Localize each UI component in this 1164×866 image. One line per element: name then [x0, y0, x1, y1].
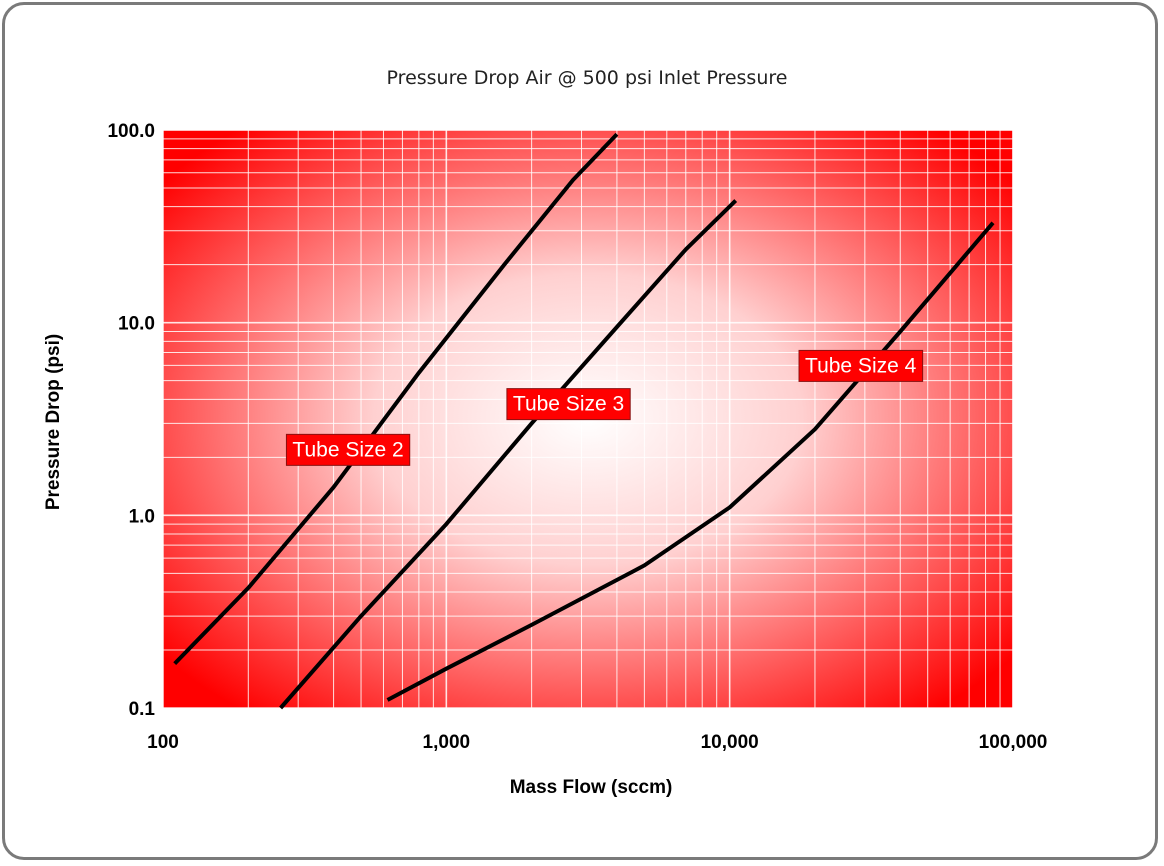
y-axis-label: Pressure Drop (psi)	[43, 334, 64, 510]
series-line-2	[279, 199, 738, 710]
series-line-1	[173, 132, 619, 665]
annotation-label-1: Tube Size 2	[285, 433, 411, 466]
x-tick-label: 100,000	[979, 732, 1048, 753]
y-tick-label: 1.0	[129, 506, 155, 527]
y-tick-label: 10.0	[118, 314, 155, 335]
x-tick-label: 100	[147, 732, 179, 753]
x-axis-label: Mass Flow (sccm)	[510, 777, 673, 798]
chart-title: Pressure Drop Air @ 500 psi Inlet Pressu…	[387, 67, 788, 89]
x-tick-label: 10,000	[701, 732, 759, 753]
y-tick-label: 0.1	[129, 699, 156, 720]
annotation-box	[798, 349, 924, 382]
annotation-label-2: Tube Size 3	[506, 388, 631, 421]
series-line-3	[386, 221, 995, 702]
annotation-box	[506, 388, 631, 421]
x-tick-label: 1,000	[423, 732, 471, 753]
annotation-box	[285, 433, 411, 466]
series-layer	[173, 132, 995, 710]
annotation-layer: Tube Size 2 Tube Size 3 Tube Size 4	[285, 349, 924, 466]
annotation-label-3: Tube Size 4	[798, 349, 924, 382]
annotation-text: Tube Size 4	[805, 354, 917, 377]
y-tick-label: 100.0	[107, 121, 155, 142]
annotation-text: Tube Size 3	[513, 393, 624, 416]
annotation-text: Tube Size 2	[292, 438, 403, 461]
tick-labels: 100 1,000 10,000 100,000 0.1 1.0 10.0 100.0	[107, 121, 1047, 753]
